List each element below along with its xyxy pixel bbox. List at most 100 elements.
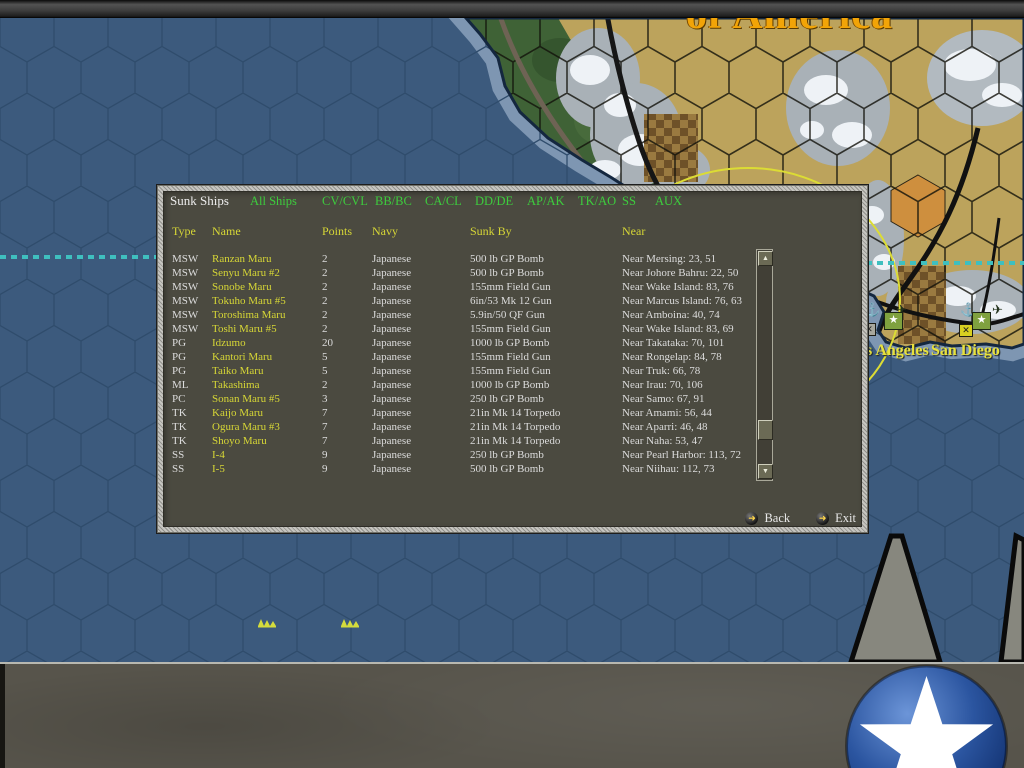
tab-tk-ao[interactable]: TK/AO [578,194,617,208]
cell-sunk_by: 155mm Field Gun [470,351,551,363]
cell-sunk_by: 500 lb GP Bomb [470,463,544,475]
cell-points: 2 [322,309,328,321]
cell-navy: Japanese [372,309,412,321]
cell-type: ML [172,379,189,391]
ship-row: MSW Ranzan Maru 2 Japanese 500 lb GP Bomb Nea… [157,252,868,266]
cell-points: 7 [322,421,328,433]
cell-name: I-4 [212,449,225,461]
scroll-up-icon[interactable]: ▲ [758,251,773,266]
cell-navy: Japanese [372,435,412,447]
scrollbar-thumb[interactable] [758,420,773,440]
scrollbar[interactable]: ▲ ▼ [756,249,773,481]
cell-name: Senyu Maru #2 [212,267,280,279]
cell-points: 7 [322,435,328,447]
cell-type: PG [172,365,187,377]
cell-name: Kantori Maru [212,351,273,363]
white-star-icon [859,676,994,768]
cell-name: Toshi Maru #5 [212,323,277,335]
cell-type: MSW [172,281,199,293]
tab-cv-cvl[interactable]: CV/CVL [322,194,368,208]
cell-type: SS [172,449,185,461]
ship-row: MSW Toroshima Maru 2 Japanese 5.9in/50 QF Gu… [157,308,868,322]
tab-ap-ak[interactable]: AP/AK [527,194,565,208]
cell-sunk_by: 500 lb GP Bomb [470,253,544,265]
cell-points: 2 [322,267,328,279]
ship-row: PC Sonan Maru #5 3 Japanese 250 lb GP Bomb Ne… [157,392,868,406]
column-header: Navy [372,224,398,238]
cell-near: Near Johore Bahru: 22, 50 [622,267,739,279]
sunk-ships-dialog: Sunk Ships All Ships CV/CVL BB/BC CA/CL DD/D… [157,185,868,533]
cell-navy: Japanese [372,253,412,265]
cell-name: Sonan Maru #5 [212,393,280,405]
tab-all-ships[interactable]: All Ships [250,194,297,208]
cell-near: Near Marcus Island: 76, 63 [622,295,743,307]
cell-near: Near Niihau: 112, 73 [622,463,715,475]
exit-button[interactable]: ➜ Exit [816,511,856,526]
cell-points: 2 [322,295,328,307]
cell-sunk_by: 250 lb GP Bomb [470,393,544,405]
ship-row: PG Idzumo 20 Japanese 1000 lb GP Bomb Near Ta… [157,336,868,350]
ship-row: PG Taiko Maru 5 Japanese 155mm Field Gun Near… [157,364,868,378]
cell-navy: Japanese [372,295,412,307]
cell-type: TK [172,435,187,447]
cell-points: 9 [322,449,328,461]
cell-type: SS [172,463,185,475]
tab-aux[interactable]: AUX [655,194,683,208]
map-border-rocks [848,532,1024,662]
arrow-right-icon: ➜ [745,512,759,525]
cell-navy: Japanese [372,421,412,433]
scroll-down-icon[interactable]: ▼ [758,464,773,479]
city-marker-los-angeles[interactable]: ★ [884,312,903,330]
cell-near: Near Amami: 56, 44 [622,407,712,419]
ship-row: ML Takashima 2 Japanese 1000 lb GP Bomb Near … [157,378,868,392]
us-star-emblem[interactable] [845,661,1008,768]
column-header: Points [322,224,353,238]
cell-near: Near Naha: 53, 47 [622,435,703,447]
column-header: Near [622,224,646,238]
cell-near: Near Aparri: 46, 48 [622,421,708,433]
tab-ss[interactable]: SS [622,194,636,208]
cell-near: Near Mersing: 23, 51 [622,253,717,265]
column-header: Type [172,224,196,238]
cell-navy: Japanese [372,281,412,293]
cell-navy: Japanese [372,337,412,349]
cell-sunk_by: 155mm Field Gun [470,281,551,293]
cell-type: MSW [172,323,199,335]
cell-sunk_by: 155mm Field Gun [470,365,551,377]
cell-sunk_by: 250 lb GP Bomb [470,449,544,461]
cell-navy: Japanese [372,365,412,377]
ship-row: TK Shoyo Maru 7 Japanese 21in Mk 14 Torpedo N… [157,434,868,448]
ship-row: MSW Senyu Maru #2 2 Japanese 500 lb GP Bomb N… [157,266,868,280]
back-button[interactable]: ➜ Back [745,511,790,526]
cell-type: TK [172,407,187,419]
city-marker-san-diego[interactable]: ★ [972,312,991,330]
tab-bb-bc[interactable]: BB/BC [375,194,412,208]
column-header: Name [212,224,241,238]
ship-row: MSW Sonobe Maru 2 Japanese 155mm Field Gun Ne… [157,280,868,294]
ship-row: TK Kaijo Maru 7 Japanese 21in Mk 14 Torpedo N… [157,406,868,420]
cell-points: 2 [322,379,328,391]
cell-sunk_by: 1000 lb GP Bomb [470,379,550,391]
cell-sunk_by: 5.9in/50 QF Gun [470,309,545,321]
cell-points: 7 [322,407,328,419]
ship-table: MSW Ranzan Maru 2 Japanese 500 lb GP Bomb Nea… [157,252,868,476]
cell-near: Near Rongelap: 84, 78 [622,351,722,363]
cell-type: MSW [172,267,199,279]
cell-points: 3 [322,393,328,405]
city-label-los-angeles: os Angeles [858,342,929,359]
tab-dd-de[interactable]: DD/DE [475,194,514,208]
cell-near: Near Samo: 67, 91 [622,393,705,405]
task-force-marker[interactable] [258,619,276,628]
cell-points: 9 [322,463,328,475]
task-force-marker[interactable] [341,619,359,628]
ship-row: SS I-4 9 Japanese 250 lb GP Bomb Near Pearl H… [157,448,868,462]
cell-near: Near Wake Island: 83, 69 [622,323,734,335]
cell-type: PG [172,351,187,363]
ship-row: TK Ogura Maru #3 7 Japanese 21in Mk 14 Torpe… [157,420,868,434]
cell-name: I-5 [212,463,225,475]
tab-ca-cl[interactable]: CA/CL [425,194,462,208]
cell-navy: Japanese [372,323,412,335]
cell-navy: Japanese [372,449,412,461]
city-label-san-diego: San Diego [931,342,1000,359]
